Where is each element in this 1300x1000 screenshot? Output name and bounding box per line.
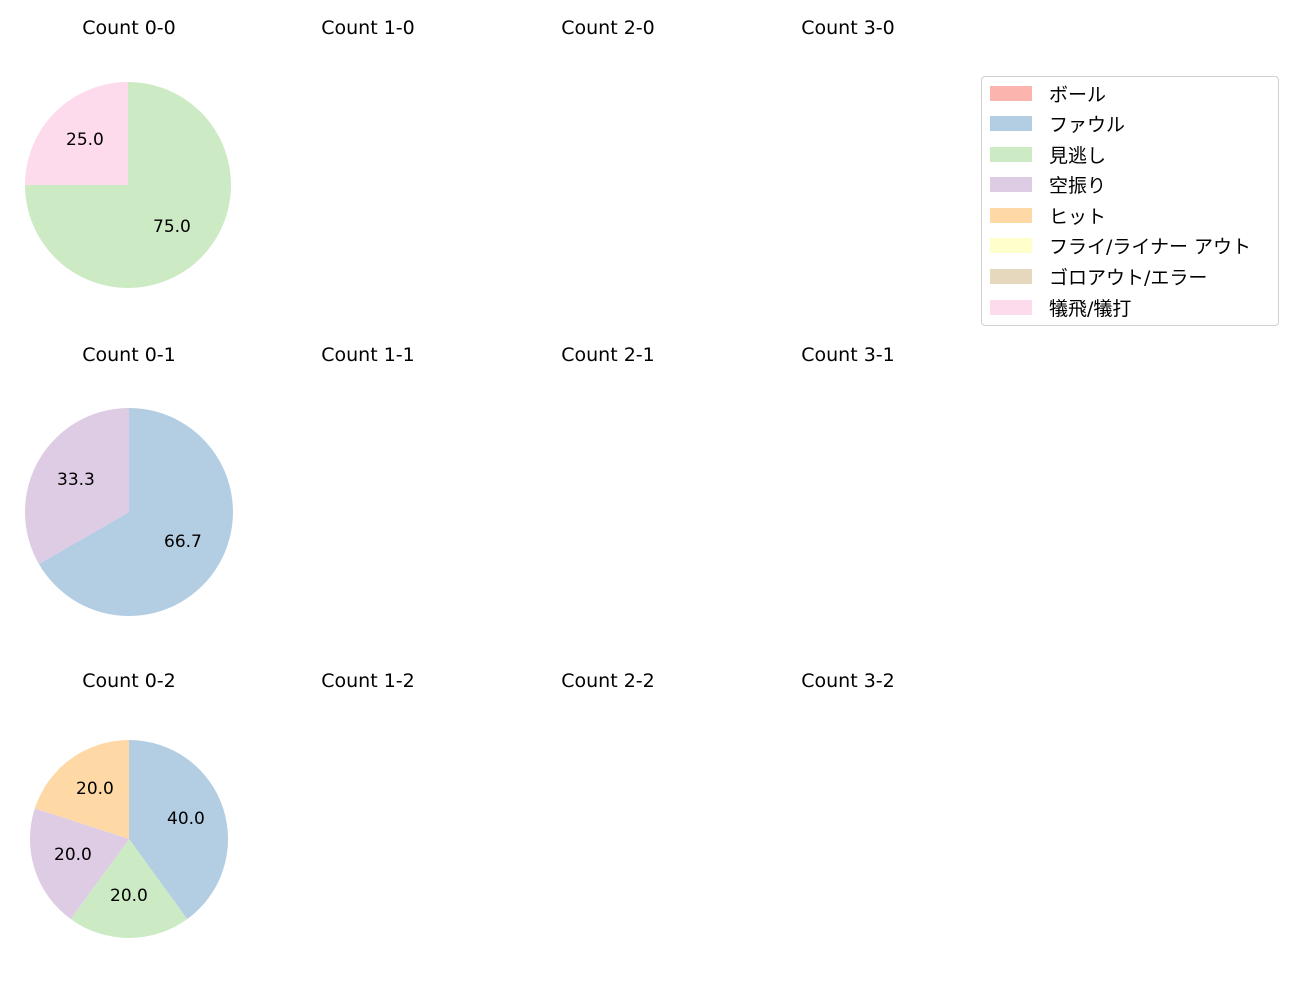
chart-title-count-2-1: Count 2-1 — [561, 344, 655, 366]
pct-label: 40.0 — [167, 809, 205, 829]
legend: ボール ファウル 見逃し 空振り ヒット フライ/ライナー アウト ゴロアウト/… — [981, 76, 1279, 326]
legend-item-ball: ボール — [990, 82, 1107, 106]
legend-item-minogashi: 見逃し — [990, 143, 1107, 167]
legend-item-karaburi: 空振り — [990, 173, 1107, 197]
wedge-foul — [129, 740, 229, 920]
pie-count-0-2 — [29, 740, 229, 939]
legend-swatch — [990, 268, 1032, 284]
pie-count-0-1 — [24, 408, 233, 617]
pct-label: 25.0 — [66, 130, 104, 150]
wedge-gihi-gida — [25, 82, 128, 185]
chart-title-count-1-1: Count 1-1 — [321, 344, 415, 366]
legend-item-goro-out-error: ゴロアウト/エラー — [990, 265, 1208, 289]
chart-title-count-3-0: Count 3-0 — [801, 17, 895, 39]
chart-title-count-2-0: Count 2-0 — [561, 17, 655, 39]
legend-label: ボール — [1049, 83, 1107, 106]
chart-title-count-0-0: Count 0-0 — [82, 17, 176, 39]
pct-label: 20.0 — [76, 779, 114, 799]
pct-label: 33.3 — [57, 470, 95, 490]
chart-title-count-0-2: Count 0-2 — [82, 670, 176, 692]
chart-title-count-1-0: Count 1-0 — [321, 17, 415, 39]
chart-title-count-1-2: Count 1-2 — [321, 670, 415, 692]
legend-label: 見逃し — [1049, 144, 1107, 167]
legend-label: フライ/ライナー アウト — [1049, 235, 1252, 258]
legend-swatch — [990, 207, 1032, 223]
wedge-karaburi — [29, 808, 129, 920]
legend-label: 空振り — [1049, 174, 1107, 197]
chart-title-count-0-1: Count 0-1 — [82, 344, 176, 366]
pct-label: 66.7 — [164, 532, 202, 552]
legend-swatch — [990, 85, 1032, 101]
wedge-karaburi — [24, 408, 130, 564]
legend-label: ヒット — [1049, 205, 1107, 228]
legend-item-fly-liner-out: フライ/ライナー アウト — [990, 234, 1252, 258]
chart-title-count-2-2: Count 2-2 — [561, 670, 655, 692]
legend-label: ファウル — [1049, 113, 1126, 136]
pie-count-0-0 — [25, 82, 231, 288]
legend-item-hit: ヒット — [990, 204, 1107, 228]
legend-swatch — [990, 176, 1032, 192]
wedge-minogashi — [70, 839, 188, 939]
pct-label: 20.0 — [110, 886, 148, 906]
legend-label: 犠飛/犠打 — [1049, 297, 1132, 320]
chart-title-count-3-2: Count 3-2 — [801, 670, 895, 692]
legend-swatch — [990, 115, 1032, 131]
wedge-hit — [34, 740, 129, 839]
pct-label: 75.0 — [153, 217, 191, 237]
chart-title-count-3-1: Count 3-1 — [801, 344, 895, 366]
legend-swatch — [990, 237, 1032, 253]
legend-label: ゴロアウト/エラー — [1049, 266, 1208, 289]
legend-item-gihi-gida: 犠飛/犠打 — [990, 296, 1132, 320]
wedge-foul — [38, 408, 233, 617]
legend-item-foul: ファウル — [990, 112, 1126, 136]
legend-swatch — [990, 146, 1032, 162]
legend-swatch — [990, 299, 1032, 315]
pct-label: 20.0 — [54, 845, 92, 865]
